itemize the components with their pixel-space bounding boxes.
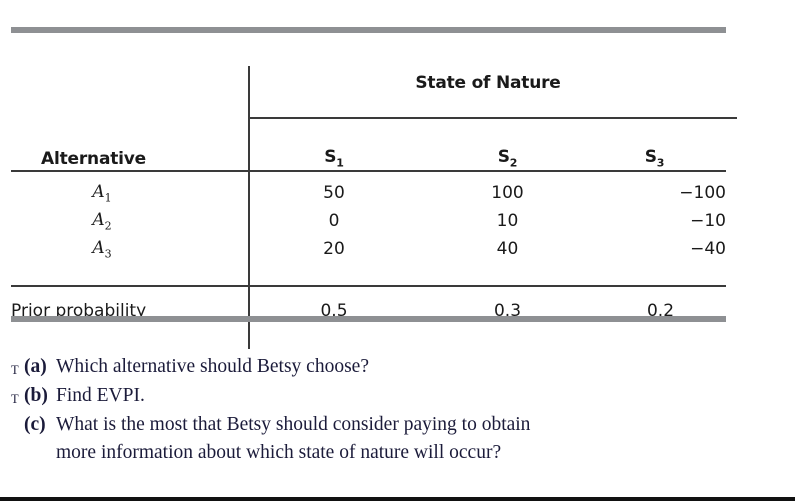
table-row: A1 50 100 −100 — [11, 179, 726, 207]
state-of-nature-underline — [250, 117, 737, 119]
prior-probability-divider — [11, 285, 726, 287]
question-c-letter: (c) — [24, 414, 46, 435]
column-header-s3: S3 — [595, 147, 726, 169]
table-header-underline — [11, 170, 726, 172]
table-top-band — [11, 27, 726, 33]
page-bottom-rule — [0, 497, 795, 501]
question-a-flag: T — [11, 363, 19, 377]
table-bottom-band — [11, 316, 726, 322]
table-body: State of Nature Alternative S1 S2 S3 A1 … — [11, 33, 737, 349]
question-a-letter: (a) — [24, 356, 47, 377]
cell-a1-s3: −100 — [679, 183, 726, 203]
table-header-row: Alternative S1 S2 S3 — [11, 133, 726, 169]
cell-a1-s2: 100 — [491, 183, 524, 203]
table-data-rows: A1 50 100 −100 A2 0 10 −10 A3 20 40 — [11, 179, 726, 263]
question-a-text: Which alternative should Betsy choose? — [56, 356, 369, 377]
decision-table: State of Nature Alternative S1 S2 S3 A1 … — [11, 27, 737, 349]
prior-probability-row: Prior probability 0.5 0.3 0.2 — [11, 292, 726, 330]
cell-a2-s3: −10 — [690, 211, 726, 231]
question-c-text-line2: more information about which state of na… — [56, 442, 502, 463]
question-b-flag: T — [11, 392, 19, 406]
alt-a3-sub: 3 — [104, 247, 112, 261]
column-header-s2: S2 — [420, 147, 595, 169]
alt-a2-base: A — [92, 209, 105, 230]
alt-a2-sub: 2 — [104, 219, 112, 233]
column-header-s1-base: S — [324, 146, 337, 167]
alt-a3-base: A — [92, 237, 105, 258]
alt-a1-sub: 1 — [104, 191, 112, 205]
question-list: T (a) Which alternative should Betsy cho… — [10, 353, 790, 468]
cell-a3-s1: 20 — [323, 239, 345, 259]
question-c-text-line1: What is the most that Betsy should consi… — [56, 414, 531, 435]
question-item-a: T (a) Which alternative should Betsy cho… — [10, 353, 790, 381]
column-header-s2-base: S — [497, 146, 510, 167]
cell-a3-s3: −40 — [690, 239, 726, 259]
question-item-c: (c) What is the most that Betsy should c… — [10, 411, 790, 467]
table-bottom-band-fill — [11, 316, 726, 322]
question-item-b: T (b) Find EVPI. — [10, 382, 790, 410]
column-header-alternative: Alternative — [41, 149, 146, 169]
column-header-s3-sub: 3 — [656, 156, 665, 169]
column-header-s3-base: S — [644, 146, 657, 167]
table-row: A3 20 40 −40 — [11, 235, 726, 263]
cell-a2-s2: 10 — [496, 211, 519, 231]
table-row: A2 0 10 −10 — [11, 207, 726, 235]
state-of-nature-header: State of Nature — [415, 73, 561, 93]
cell-a3-s2: 40 — [496, 239, 519, 259]
question-b-letter: (b) — [24, 385, 48, 406]
alternative-label-a1: A1 — [11, 182, 248, 204]
question-b-text: Find EVPI. — [56, 385, 145, 406]
cell-a1-s1: 50 — [323, 183, 345, 203]
table-column-divider — [248, 66, 250, 349]
column-header-s1: S1 — [248, 147, 420, 169]
alternative-label-a3: A3 — [11, 238, 248, 260]
alt-a1-base: A — [92, 181, 105, 202]
column-header-s1-sub: 1 — [336, 156, 344, 169]
cell-a2-s1: 0 — [328, 211, 340, 231]
column-header-s2-sub: 2 — [509, 156, 518, 169]
alternative-label-a2: A2 — [11, 210, 248, 232]
